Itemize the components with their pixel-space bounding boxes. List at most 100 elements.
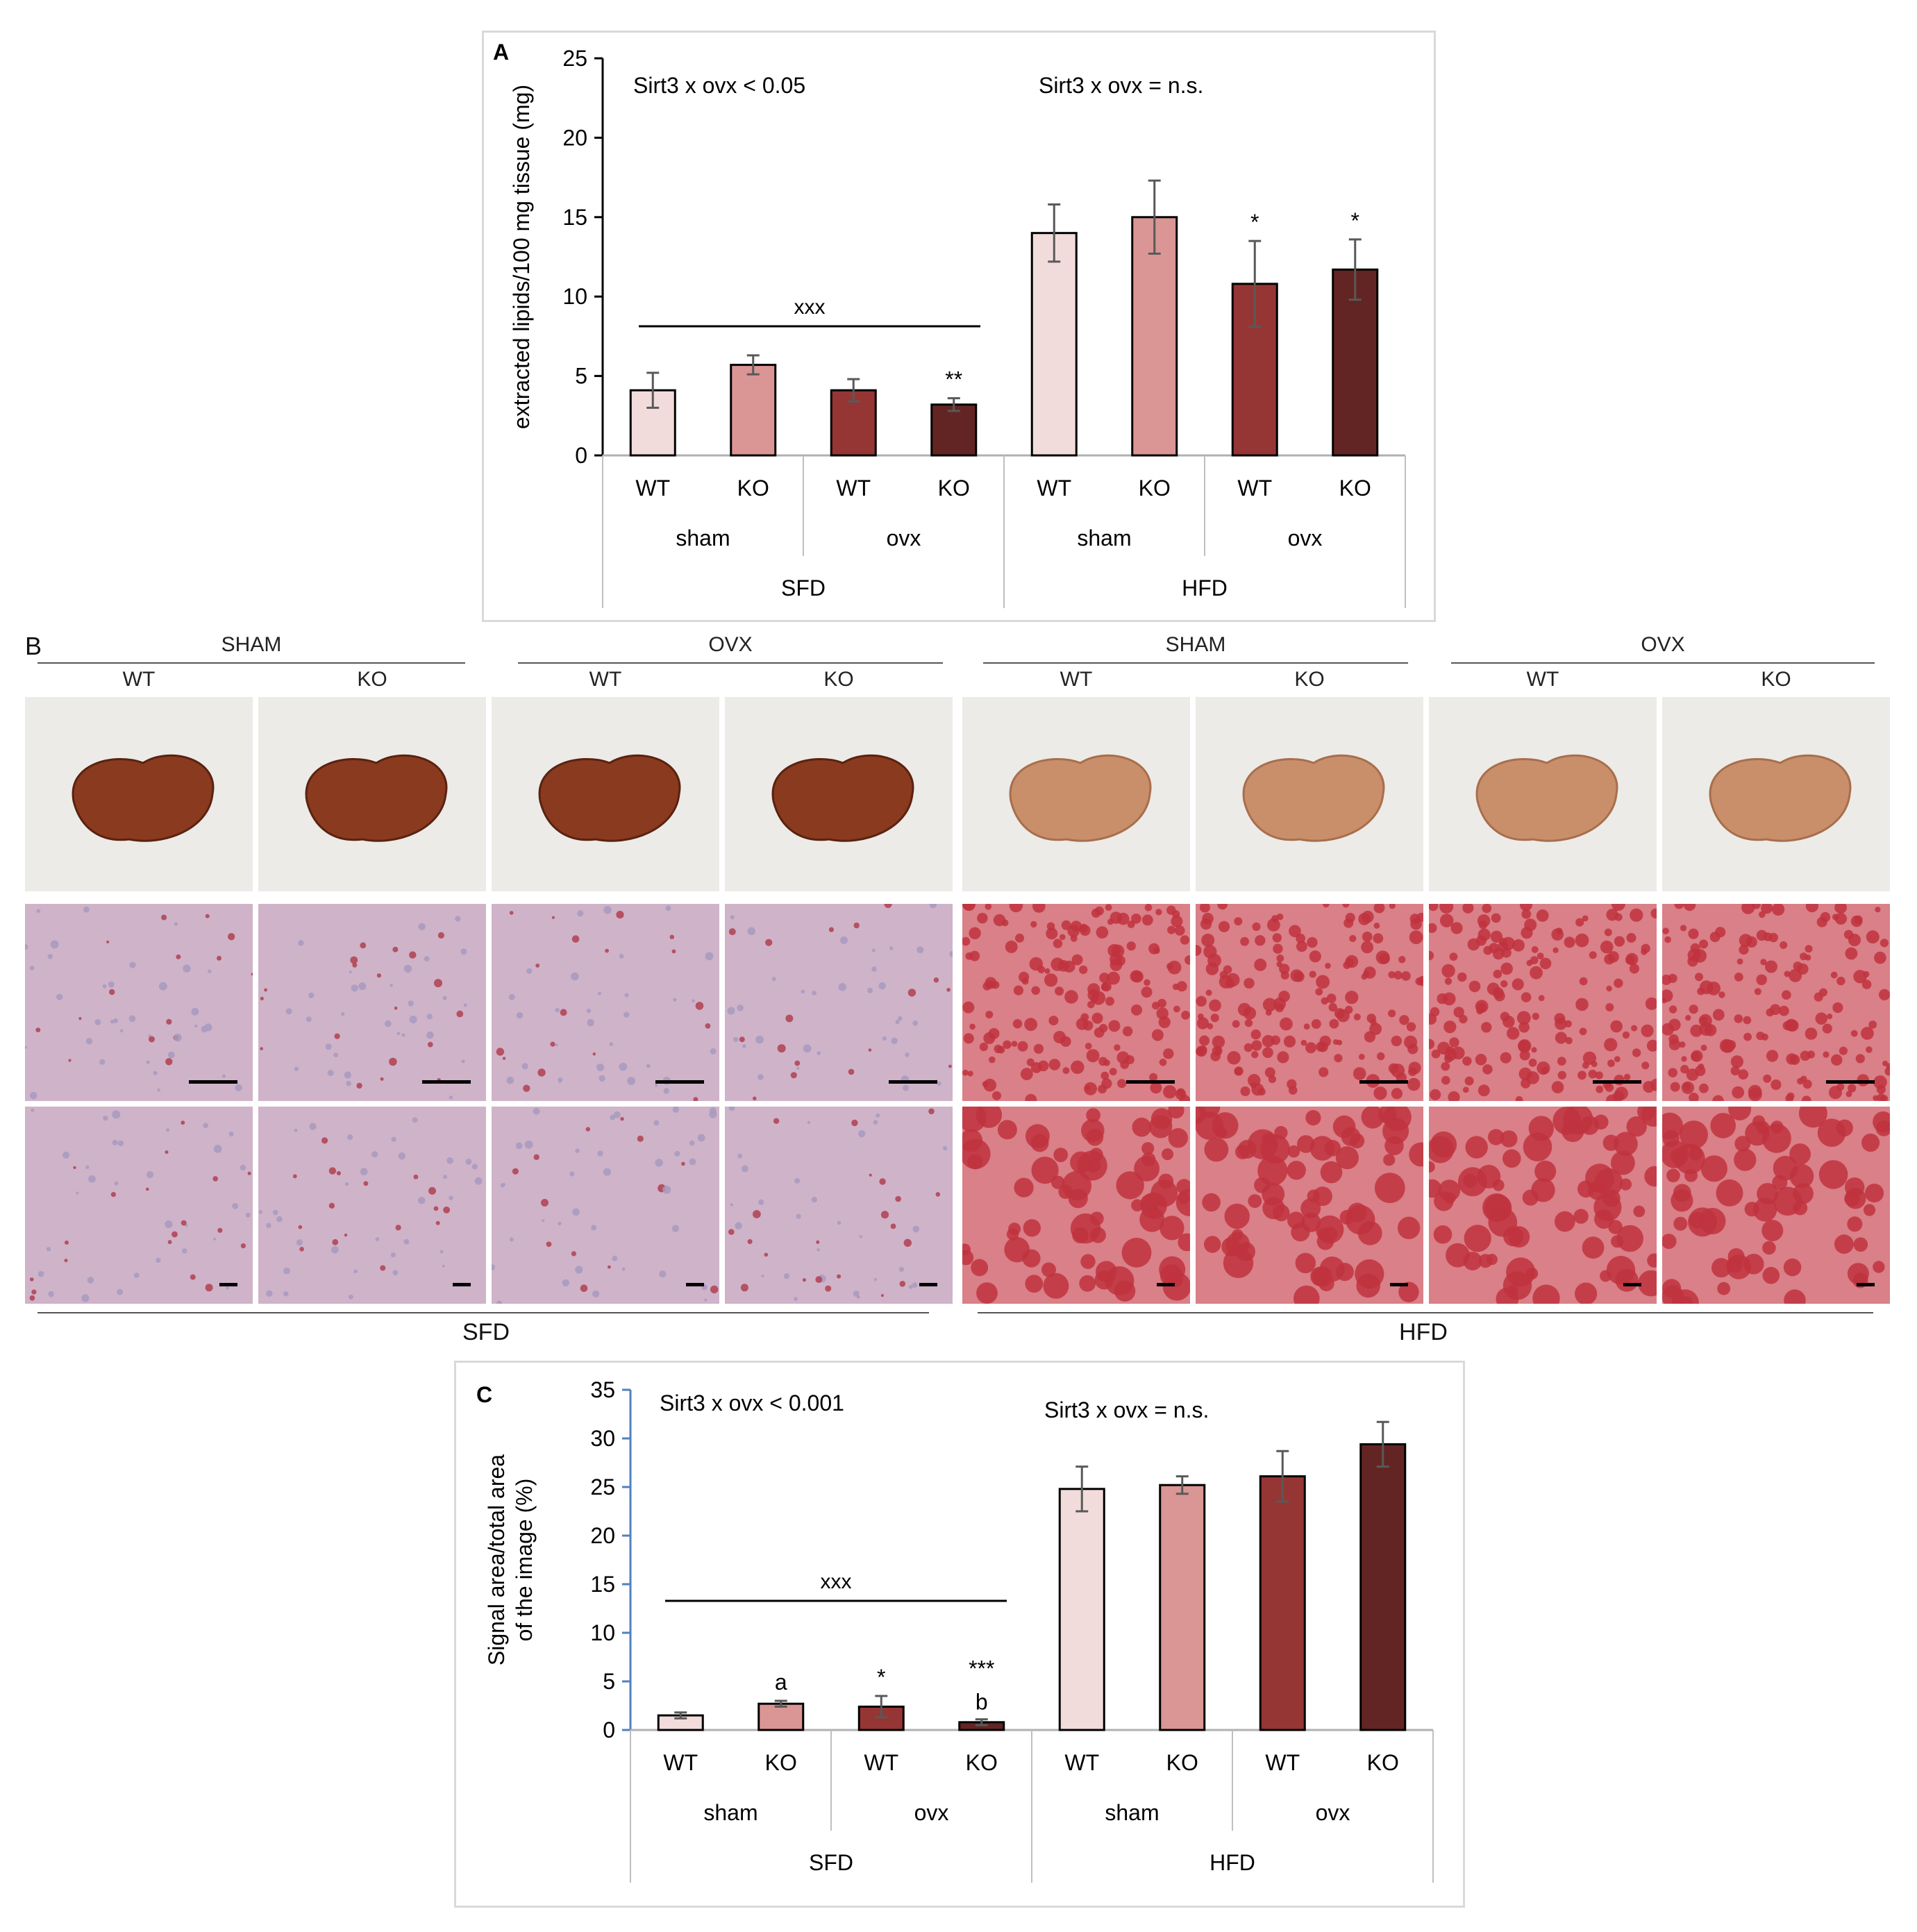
stain-droplet: [1144, 904, 1153, 912]
stain-droplet: [949, 950, 953, 957]
stain-droplet: [1650, 908, 1657, 918]
stain-droplet: [1611, 1150, 1635, 1175]
stain-droplet: [1459, 1014, 1468, 1024]
stain-droplet: [976, 1282, 998, 1304]
stain-droplet: [681, 1161, 685, 1166]
hfd-divider-line: [978, 1312, 1873, 1313]
stain-droplet: [1362, 932, 1373, 942]
stain-droplet: [1349, 1133, 1365, 1149]
scale-bar: [1359, 1080, 1408, 1084]
stain-droplet: [1166, 905, 1176, 915]
stain-droplet: [1300, 1198, 1321, 1219]
y-tick-label: 25: [590, 1475, 615, 1500]
stain-droplet: [1071, 1060, 1085, 1074]
stain-droplet: [1644, 1166, 1657, 1187]
liver-photo-image: [1196, 697, 1423, 891]
stain-droplet: [1783, 1258, 1802, 1277]
stain-droplet: [1845, 1091, 1852, 1098]
stain-droplet: [1531, 946, 1539, 953]
stain-droplet: [496, 1300, 503, 1304]
stain-droplet: [1754, 988, 1761, 996]
stain-droplet: [205, 914, 210, 918]
stain-droplet: [174, 1034, 182, 1042]
stain-droplet: [1203, 945, 1217, 959]
stain-droplet: [596, 1064, 605, 1072]
stain-droplet: [412, 1117, 418, 1123]
stain-droplet: [646, 1064, 651, 1068]
stain-droplet: [1730, 1055, 1743, 1068]
stain-droplet: [535, 964, 540, 968]
stain-droplet: [1378, 1107, 1397, 1124]
stain-droplet: [1839, 1046, 1848, 1055]
panel-label: A: [493, 40, 509, 65]
stain-droplet: [1738, 1069, 1749, 1080]
stain-droplet: [1506, 1257, 1536, 1287]
stain-droplet: [1465, 1136, 1488, 1159]
stain-droplet: [1373, 933, 1384, 944]
stain-droplet: [1728, 1107, 1752, 1120]
stain-droplet: [443, 1175, 448, 1179]
stain-droplet: [777, 1044, 786, 1053]
stain-droplet: [979, 1042, 988, 1052]
stain-droplet: [1500, 1052, 1512, 1064]
stain-droplet: [1149, 1073, 1158, 1082]
stain-droplet: [1262, 1034, 1275, 1048]
stain-droplet: [1449, 952, 1458, 961]
stain-droplet: [409, 1016, 417, 1024]
stain-droplet: [873, 1120, 878, 1125]
category-label: KO: [1339, 476, 1371, 501]
category-label: WT: [1265, 1750, 1300, 1775]
stain-droplet: [655, 1084, 658, 1087]
stain-droplet: [344, 1182, 349, 1186]
stain-droplet: [840, 936, 848, 944]
stain-droplet: [1356, 1273, 1380, 1298]
stain-droplet: [117, 1288, 124, 1295]
stain-droplet: [1280, 1017, 1293, 1031]
stain-droplet: [240, 1164, 246, 1171]
stain-droplet: [1834, 912, 1847, 925]
stain-droplet: [76, 1191, 79, 1195]
stain-droplet: [1048, 1016, 1059, 1026]
stain-droplet: [1033, 1043, 1044, 1054]
stain-droplet: [395, 1225, 401, 1231]
stain-droplet: [1098, 1057, 1107, 1066]
stain-droplet: [1768, 932, 1778, 943]
stain-droplet: [603, 1168, 611, 1176]
scale-bar: [422, 1080, 471, 1084]
stain-droplet: [747, 927, 755, 936]
stain-droplet: [1199, 1045, 1207, 1054]
stain-droplet: [853, 1291, 860, 1297]
stain-droplet: [328, 1167, 337, 1175]
liver-photo-image: [725, 697, 953, 891]
stain-droplet: [1162, 1148, 1173, 1161]
stain-droplet: [442, 996, 447, 1000]
group-header-line: [518, 662, 943, 664]
stain-droplet: [982, 1081, 989, 1087]
stain-droplet: [1765, 960, 1777, 973]
stain-droplet: [1687, 956, 1698, 967]
stain-droplet: [434, 979, 442, 988]
stain-droplet: [1196, 996, 1207, 1007]
stain-droplet: [1680, 925, 1687, 932]
stain-droplet: [1761, 1220, 1784, 1242]
stain-droplet: [577, 910, 584, 917]
stain-droplet: [346, 1080, 351, 1086]
stain-droplet: [283, 1267, 290, 1275]
stain-droplet: [1496, 1287, 1519, 1304]
stain-droplet: [1005, 940, 1018, 953]
stain-droplet: [1046, 922, 1055, 931]
stain-droplet: [1757, 1183, 1779, 1205]
liver-shape: [1475, 754, 1618, 842]
stain-droplet: [1409, 930, 1423, 944]
stain-droplet: [1375, 950, 1390, 964]
stain-droplet: [1180, 935, 1190, 945]
stain-droplet: [1614, 1086, 1628, 1100]
stain-droplet: [1756, 974, 1767, 986]
stain-droplet: [1098, 1023, 1108, 1033]
stain-droplet: [1674, 1143, 1705, 1175]
stain-droplet: [1614, 978, 1623, 988]
stain-droplet: [1309, 1136, 1335, 1161]
stain-droplet: [1303, 1023, 1310, 1030]
stain-droplet: [603, 906, 612, 914]
stain-droplet: [1512, 978, 1524, 991]
